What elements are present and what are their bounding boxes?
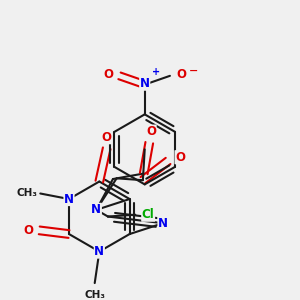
Text: N: N bbox=[64, 193, 74, 206]
Text: N: N bbox=[94, 245, 104, 258]
Text: O: O bbox=[176, 68, 186, 81]
Text: +: + bbox=[152, 67, 160, 77]
Text: O: O bbox=[103, 68, 113, 81]
Text: N: N bbox=[91, 203, 101, 216]
Text: O: O bbox=[146, 125, 156, 138]
Text: CH₃: CH₃ bbox=[17, 188, 38, 198]
Text: O: O bbox=[175, 151, 185, 164]
Text: O: O bbox=[102, 131, 112, 144]
Text: −: − bbox=[189, 66, 199, 76]
Text: N: N bbox=[158, 217, 168, 230]
Text: Cl: Cl bbox=[142, 208, 155, 221]
Text: O: O bbox=[23, 224, 33, 237]
Text: CH₃: CH₃ bbox=[84, 290, 105, 300]
Text: N: N bbox=[140, 77, 150, 90]
